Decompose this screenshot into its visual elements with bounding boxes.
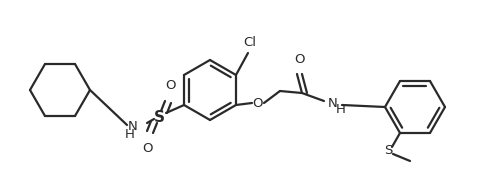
- Text: S: S: [384, 145, 392, 157]
- Text: O: O: [295, 53, 305, 66]
- Text: N: N: [127, 120, 137, 134]
- Text: O: O: [165, 79, 175, 92]
- Text: O: O: [142, 142, 152, 155]
- Text: O: O: [253, 96, 263, 110]
- Text: H: H: [336, 102, 346, 116]
- Text: Cl: Cl: [244, 36, 256, 49]
- Text: S: S: [154, 110, 164, 125]
- Text: H: H: [125, 128, 135, 142]
- Text: N: N: [328, 96, 338, 110]
